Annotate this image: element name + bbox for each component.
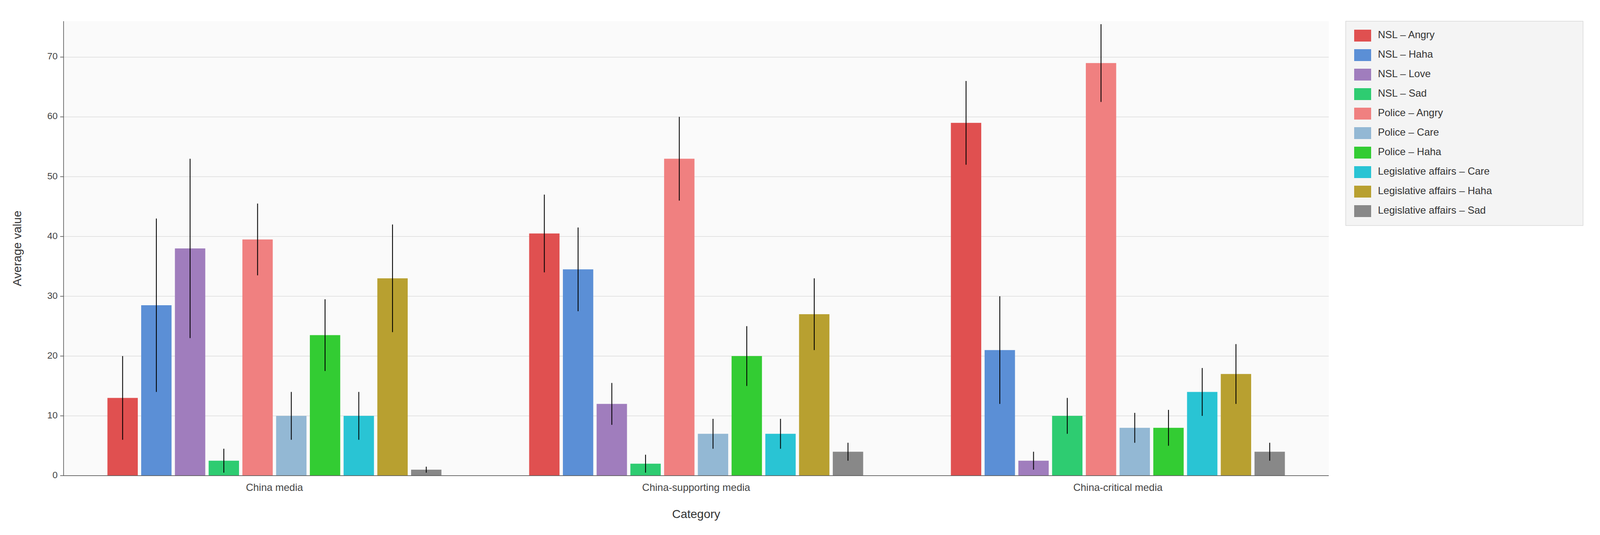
y-ticks: 0 10 20 30 40 50 60 70 [47,50,64,480]
bars [107,63,1285,476]
error-bar [1066,397,1068,435]
error-bar [611,382,613,425]
legend-label: NSL – Love [1377,67,1431,80]
plot-background [63,21,1329,476]
legend-label: Legislative affairs – Sad [1377,204,1486,216]
y-axis-line [63,21,64,476]
error-bar [358,392,360,440]
error-bar [1269,442,1271,461]
legend-swatch [1354,88,1372,101]
error-bar [965,80,967,165]
legend-label: NSL – Angry [1377,28,1435,41]
y-tick-label: 10 [47,409,58,421]
legend-label: Legislative affairs – Haha [1377,184,1493,197]
y-tick-mark [60,415,64,417]
y-tick-mark [60,56,64,58]
error-bar [999,296,1001,404]
grid-line [63,56,1329,58]
x-axis-line [63,475,1329,476]
chart-container: 0 10 20 30 40 50 60 70 China media China-supporti… [0,0,1600,535]
x-axis-label: Category [672,507,721,521]
legend-label: Police – Care [1377,126,1439,138]
y-tick-mark [60,295,64,297]
chart-svg: 0 10 20 30 40 50 60 70 China media China-supporti… [0,0,1600,535]
error-bar [122,356,123,440]
y-tick-label: 0 [52,469,58,481]
legend-label: Police – Haha [1377,145,1442,158]
y-tick-label: 40 [47,230,58,242]
error-bar [746,325,748,386]
x-ticks: China media China-supporting media China-c… [245,481,1163,493]
error-bar [223,448,225,473]
y-tick-label: 60 [47,110,58,122]
x-tick-label: China-supporting media [642,481,751,493]
x-tick-label: China media [245,481,304,493]
y-axis-label: Average value [10,210,24,287]
legend-swatch [1354,127,1372,140]
error-bar [780,418,782,449]
error-bar [392,224,393,333]
error-bar [1033,451,1035,470]
error-bar [155,218,157,392]
error-bars [122,24,1270,473]
error-bar [645,454,646,473]
error-bar [189,158,191,338]
error-bar [577,227,579,312]
error-bar [847,442,849,461]
grid-line [63,116,1329,118]
error-bar [290,392,292,440]
error-bar [543,194,545,273]
error-bar [712,418,714,449]
legend-label: NSL – Haha [1377,48,1434,60]
error-bar [1202,367,1203,416]
error-bar [678,116,680,201]
y-tick-mark [60,176,64,178]
grid-line [63,236,1329,237]
legend-label: Legislative affairs – Care [1377,165,1490,177]
grid-line [63,475,1329,476]
error-bar [257,203,259,276]
error-bar [1134,412,1136,443]
y-tick-mark [60,475,64,476]
bar [950,122,982,476]
bar [1085,63,1117,476]
error-bar [1168,409,1169,446]
legend-background [1345,21,1584,226]
grid-line [63,176,1329,178]
y-tick-label: 50 [47,170,58,182]
y-tick-mark [60,116,64,118]
legend-swatch [1354,185,1372,198]
legend-swatch [1354,205,1372,218]
y-tick-mark [60,355,64,357]
legend-swatch [1354,146,1372,159]
legend: NSL – Angry NSL – Haha NSL – Love NSL – Sad… [1345,21,1584,226]
y-tick-label: 30 [47,290,58,301]
y-tick-label: 20 [47,350,58,361]
legend-swatch [1354,68,1372,81]
bar [664,158,695,476]
error-bar [1235,344,1237,404]
legend-swatch [1354,29,1372,42]
legend-swatch [1354,107,1372,120]
y-tick-label: 70 [47,50,58,62]
legend-label: Police – Angry [1377,106,1443,119]
grid [63,57,1329,476]
legend-swatch [1354,49,1372,62]
legend-label: NSL – Sad [1377,87,1427,99]
error-bar [813,278,815,351]
legend-swatch [1354,166,1372,179]
error-bar [1100,24,1102,102]
error-bar [425,466,427,473]
error-bar [324,299,326,371]
y-tick-mark [60,236,64,237]
x-tick-label: China-critical media [1073,481,1163,493]
